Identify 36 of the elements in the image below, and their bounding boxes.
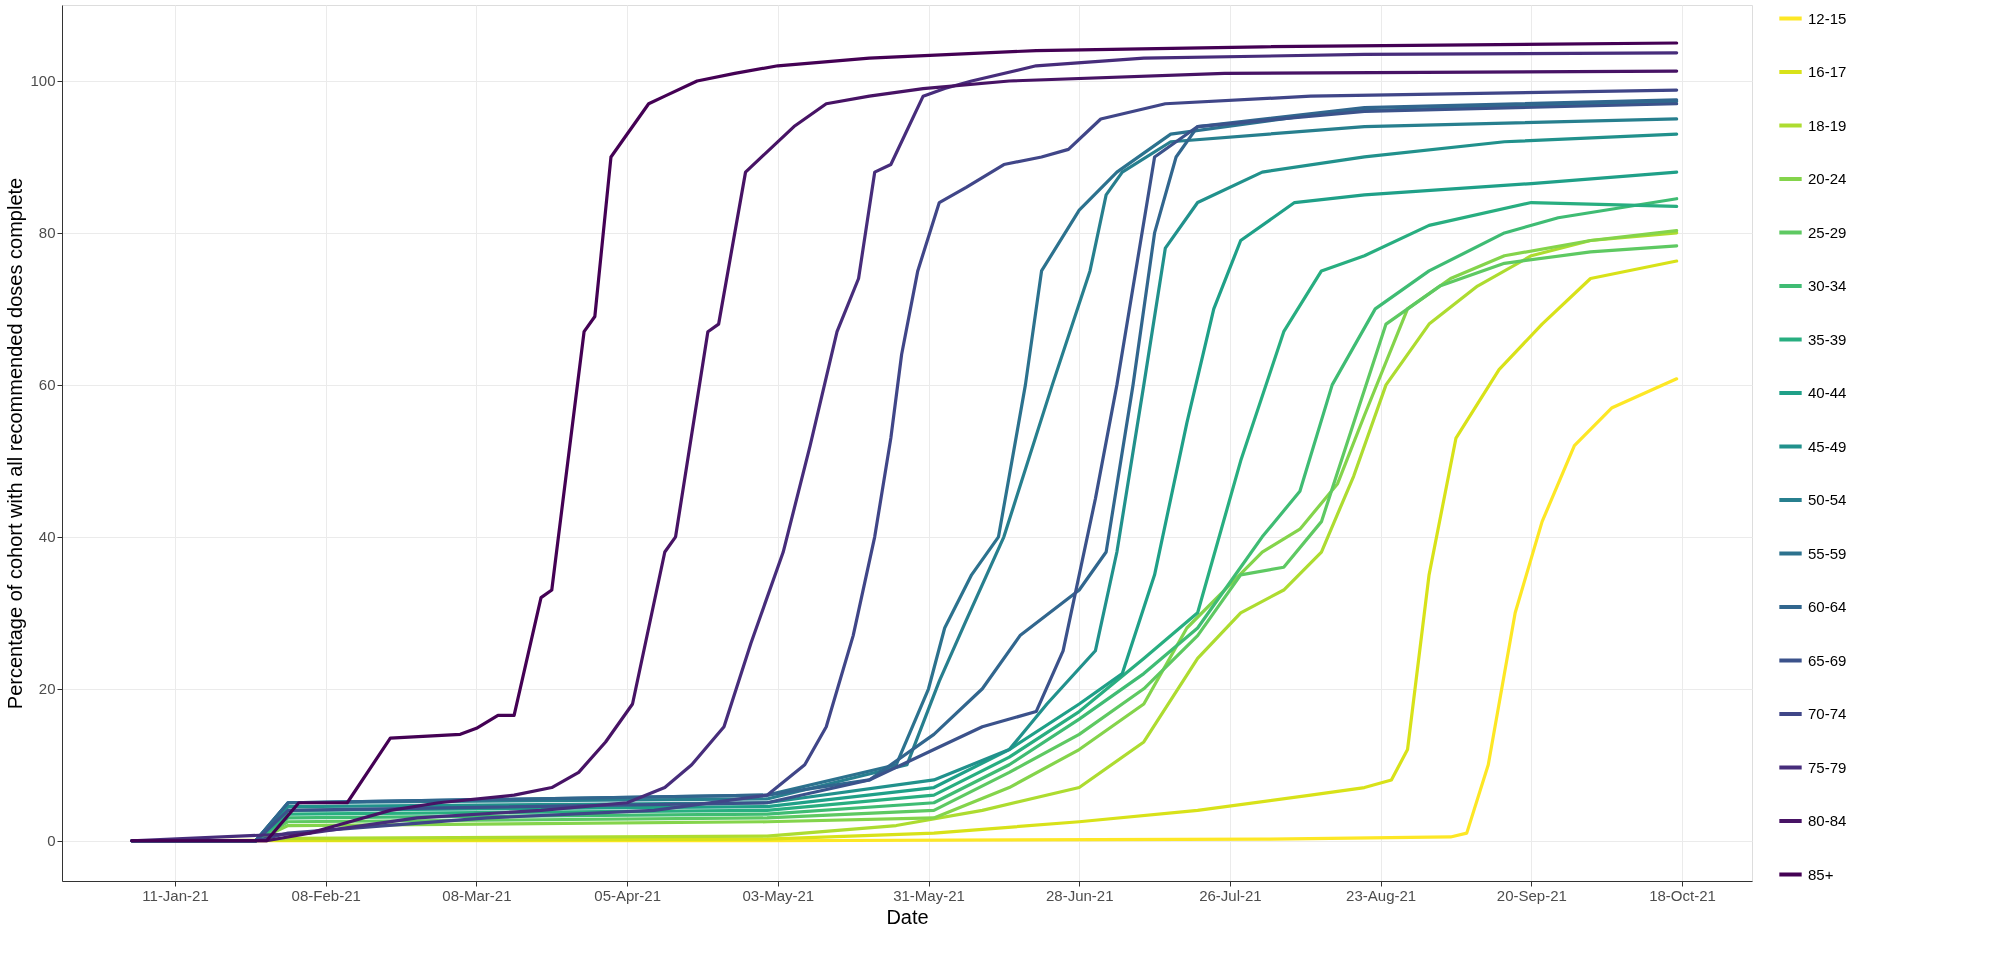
x-tick-label: 08-Feb-21 (291, 886, 361, 904)
x-tick-label: 28-Jun-21 (1045, 886, 1114, 904)
y-tick-label: 100 (30, 72, 56, 90)
legend-label: 25-29 (1808, 223, 1847, 241)
x-tick-label: 18-Oct-21 (1649, 886, 1716, 904)
legend-label: 65-69 (1808, 651, 1847, 669)
legend-label: 85+ (1808, 865, 1834, 883)
legend-label: 35-39 (1808, 330, 1847, 348)
y-tick-label: 20 (38, 680, 56, 698)
legend-label: 20-24 (1808, 170, 1847, 187)
y-tick-label: 60 (38, 376, 56, 394)
y-tick-label: 0 (47, 832, 56, 850)
legend-label: 50-54 (1808, 491, 1847, 508)
legend-label: 12-15 (1808, 9, 1847, 27)
y-axis-title: Percentage of cohort with all recommended doses complete (4, 177, 27, 710)
legend-label: 40-44 (1808, 384, 1847, 401)
x-tick-label: 11-Jan-21 (142, 886, 209, 904)
x-tick-label: 20-Sep-21 (1496, 886, 1567, 904)
legend-label: 18-19 (1808, 116, 1847, 134)
legend-label: 80-84 (1808, 812, 1847, 829)
x-tick-label: 08-Mar-21 (442, 886, 512, 904)
x-tick-label: 03-May-21 (742, 886, 815, 904)
y-tick-label: 80 (38, 224, 56, 242)
legend-label: 75-79 (1808, 758, 1847, 776)
x-tick-label: 26-Jul-21 (1199, 886, 1262, 904)
legend-label: 30-34 (1808, 277, 1847, 294)
x-tick-label: 05-Apr-21 (594, 886, 661, 904)
legend-label: 55-59 (1808, 544, 1847, 562)
x-axis-title: Date (886, 905, 929, 928)
legend-label: 45-49 (1808, 437, 1847, 455)
x-tick-label: 23-Aug-21 (1346, 886, 1417, 904)
y-tick-label: 40 (38, 528, 56, 546)
x-tick-label: 31-May-21 (893, 886, 965, 904)
legend-label: 16-17 (1808, 63, 1847, 80)
legend-label: 70-74 (1808, 705, 1847, 722)
legend-label: 60-64 (1808, 598, 1847, 615)
